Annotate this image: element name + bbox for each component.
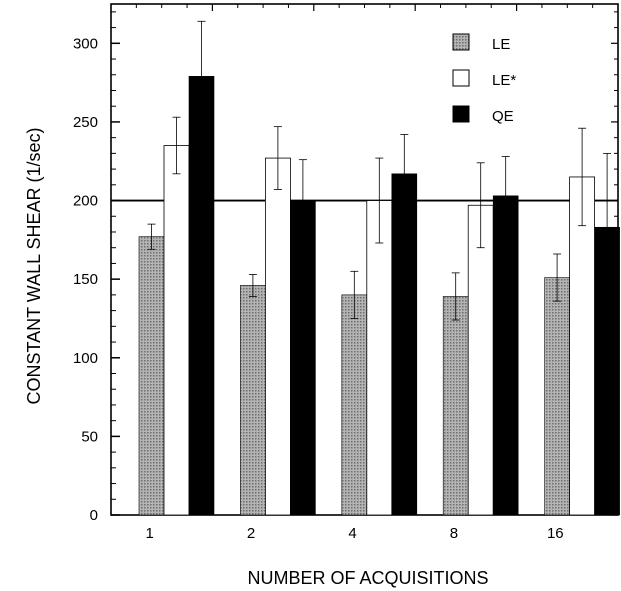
le-bar	[544, 277, 570, 516]
x-tick-label: 16	[547, 525, 564, 542]
le-star-bar	[569, 176, 595, 516]
y-axis: 0 50 100 150 200 250 300	[73, 11, 618, 524]
le-legend-swatch	[452, 33, 470, 51]
y-tick-label: 250	[73, 114, 98, 131]
legend: LE LE* QE	[452, 33, 516, 125]
qe-bar	[391, 173, 418, 516]
le-star-bar	[163, 145, 190, 516]
bars-group	[138, 20, 620, 516]
qe-bar	[290, 200, 316, 516]
x-axis-title: NUMBER OF ACQUISITIONS	[247, 568, 488, 588]
le-star-bar	[366, 200, 393, 516]
le-bar	[138, 236, 165, 516]
qe-bar	[492, 195, 519, 516]
le-star-bar	[467, 204, 494, 516]
qe-bar	[188, 76, 215, 516]
y-tick-label: 100	[73, 350, 98, 367]
legend-label: LE	[492, 36, 510, 53]
legend-label: LE*	[492, 72, 516, 89]
le-bar	[442, 296, 469, 516]
le-star-legend-swatch	[452, 69, 470, 87]
x-tick-label: 8	[450, 525, 458, 542]
y-axis-title: CONSTANT WALL SHEAR (1/sec)	[24, 127, 44, 404]
y-tick-label: 300	[73, 35, 98, 52]
le-bar	[240, 285, 266, 516]
x-axis: 1 2 4 8 16	[135, 4, 594, 542]
x-tick-label: 4	[348, 525, 356, 542]
legend-label: QE	[492, 108, 514, 125]
x-tick-label: 1	[146, 525, 154, 542]
x-tick-label: 2	[247, 525, 255, 542]
y-tick-label: 0	[90, 507, 98, 524]
y-tick-label: 200	[73, 193, 98, 210]
qe-legend-swatch	[452, 105, 470, 123]
le-star-bar	[264, 157, 291, 516]
le-bar	[341, 294, 368, 516]
y-tick-label: 50	[81, 428, 98, 445]
y-tick-label: 150	[73, 271, 98, 288]
